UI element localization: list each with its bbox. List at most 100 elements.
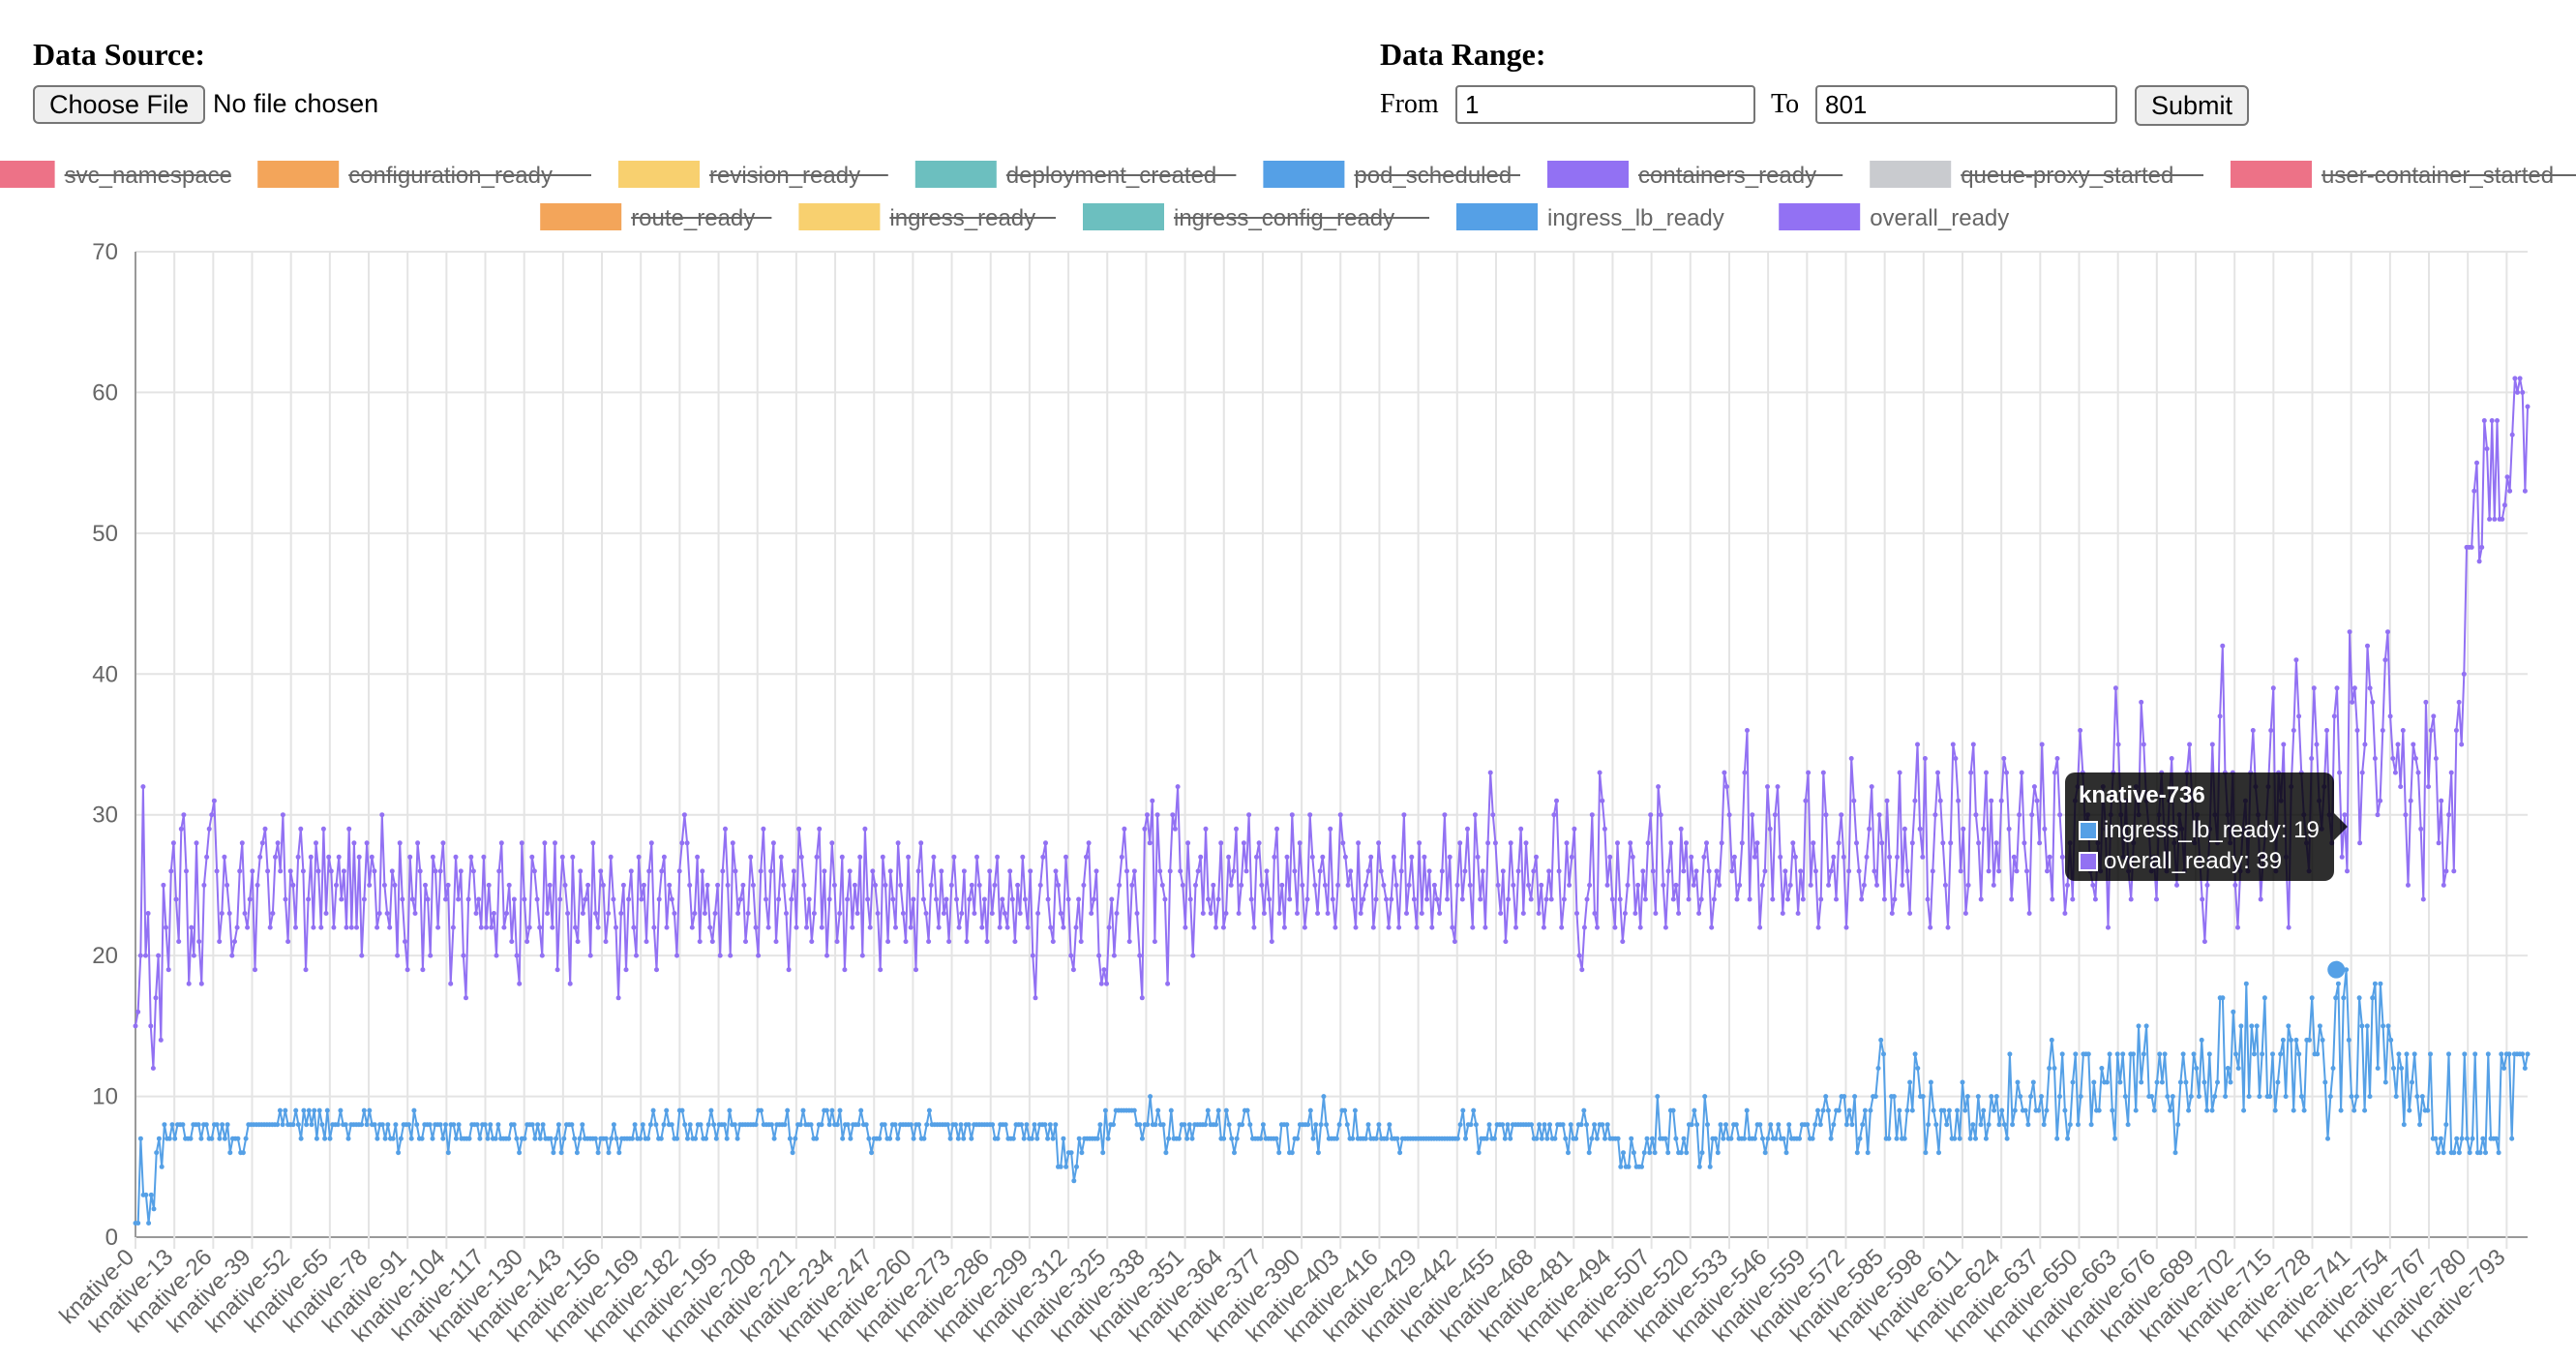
data-point[interactable] — [2324, 728, 2329, 733]
data-point[interactable] — [304, 1122, 310, 1128]
data-point[interactable] — [887, 868, 893, 874]
data-point[interactable] — [1155, 1107, 1161, 1113]
data-point[interactable] — [2001, 1122, 2007, 1128]
data-point[interactable] — [558, 1150, 564, 1156]
data-point[interactable] — [1154, 812, 1160, 818]
data-point[interactable] — [863, 1122, 869, 1128]
data-point[interactable] — [1462, 868, 1468, 874]
data-point[interactable] — [1912, 1051, 1918, 1057]
data-point[interactable] — [1933, 1122, 1939, 1128]
data-point[interactable] — [1786, 1122, 1792, 1128]
data-point[interactable] — [2110, 1107, 2115, 1113]
data-point[interactable] — [1417, 840, 1423, 846]
data-point[interactable] — [2415, 770, 2421, 775]
data-point[interactable] — [1267, 896, 1273, 902]
data-point[interactable] — [440, 1136, 446, 1141]
data-point[interactable] — [2122, 1094, 2128, 1100]
data-point[interactable] — [1992, 1107, 1997, 1113]
data-point[interactable] — [1815, 924, 1821, 930]
data-point[interactable] — [427, 1122, 433, 1128]
data-point[interactable] — [1068, 953, 1074, 958]
data-point[interactable] — [2212, 1094, 2218, 1100]
data-point[interactable] — [1928, 1079, 1933, 1085]
data-point[interactable] — [1976, 840, 1982, 846]
data-point[interactable] — [2359, 770, 2365, 775]
data-point[interactable] — [1895, 854, 1900, 860]
data-point[interactable] — [2471, 488, 2477, 494]
data-point[interactable] — [2019, 770, 2024, 775]
data-point[interactable] — [1962, 1107, 1968, 1113]
data-point[interactable] — [2059, 1051, 2065, 1057]
data-point[interactable] — [814, 854, 820, 860]
data-point[interactable] — [2257, 1094, 2262, 1100]
data-point[interactable] — [423, 882, 428, 888]
data-point[interactable] — [682, 1122, 688, 1128]
data-point[interactable] — [2517, 376, 2523, 381]
data-point[interactable] — [1033, 995, 1038, 1001]
data-point[interactable] — [1600, 1122, 1605, 1128]
data-point[interactable] — [1781, 1136, 1786, 1141]
data-point[interactable] — [1678, 1150, 1684, 1156]
data-point[interactable] — [2015, 1079, 2021, 1085]
data-point[interactable] — [2220, 643, 2226, 649]
data-point[interactable] — [2039, 1094, 2044, 1100]
data-point[interactable] — [801, 882, 807, 888]
data-point[interactable] — [1342, 1107, 1348, 1113]
data-point[interactable] — [2480, 1136, 2486, 1141]
data-point[interactable] — [1259, 882, 1265, 888]
data-point[interactable] — [895, 1136, 901, 1141]
data-point[interactable] — [669, 896, 674, 902]
data-point[interactable] — [1684, 840, 1689, 846]
data-point[interactable] — [2044, 1107, 2050, 1113]
data-point[interactable] — [1628, 840, 1633, 846]
data-point[interactable] — [2293, 1037, 2299, 1043]
data-point[interactable] — [2522, 488, 2528, 494]
data-point[interactable] — [759, 1107, 764, 1113]
data-point[interactable] — [1203, 1122, 1209, 1128]
data-point[interactable] — [2062, 1107, 2068, 1113]
data-point[interactable] — [885, 939, 891, 945]
data-point[interactable] — [203, 1122, 209, 1128]
data-point[interactable] — [797, 1122, 803, 1128]
data-point[interactable] — [2459, 742, 2465, 747]
data-point[interactable] — [1336, 1122, 1342, 1128]
data-point[interactable] — [1693, 868, 1699, 874]
data-point[interactable] — [1350, 1136, 1356, 1141]
data-point[interactable] — [2418, 826, 2424, 832]
data-point[interactable] — [2291, 728, 2296, 733]
data-point[interactable] — [2241, 1107, 2247, 1113]
data-point[interactable] — [1320, 854, 1326, 860]
data-point[interactable] — [250, 868, 255, 874]
data-point[interactable] — [2289, 1037, 2293, 1043]
data-point[interactable] — [732, 1122, 737, 1128]
data-point[interactable] — [1935, 770, 1940, 775]
data-point[interactable] — [2367, 1094, 2373, 1100]
data-point[interactable] — [1719, 840, 1724, 846]
data-point[interactable] — [1560, 1122, 1566, 1128]
data-point[interactable] — [364, 1122, 370, 1128]
data-point[interactable] — [614, 1136, 619, 1141]
data-point[interactable] — [1376, 840, 1382, 846]
data-point[interactable] — [638, 1136, 644, 1141]
data-point[interactable] — [1454, 882, 1460, 888]
data-point[interactable] — [1239, 882, 1244, 888]
data-point[interactable] — [2451, 1150, 2457, 1156]
data-point[interactable] — [2296, 713, 2302, 719]
data-point[interactable] — [2481, 418, 2487, 423]
data-point[interactable] — [1622, 911, 1628, 916]
data-point[interactable] — [1826, 882, 1832, 888]
data-point[interactable] — [1010, 1136, 1016, 1141]
data-point[interactable] — [1048, 924, 1054, 930]
legend-item-svc-namespace[interactable]: svc_namespace — [0, 161, 232, 189]
data-point[interactable] — [237, 868, 243, 874]
data-point[interactable] — [790, 1150, 795, 1156]
data-point[interactable] — [504, 911, 509, 916]
data-point[interactable] — [1907, 1079, 1913, 1085]
data-point[interactable] — [644, 939, 649, 945]
data-point[interactable] — [711, 1122, 717, 1128]
data-point[interactable] — [1566, 1150, 1571, 1156]
data-point[interactable] — [2052, 770, 2057, 775]
data-point[interactable] — [1478, 896, 1483, 902]
data-point[interactable] — [969, 1136, 974, 1141]
data-point[interactable] — [1232, 1150, 1237, 1156]
